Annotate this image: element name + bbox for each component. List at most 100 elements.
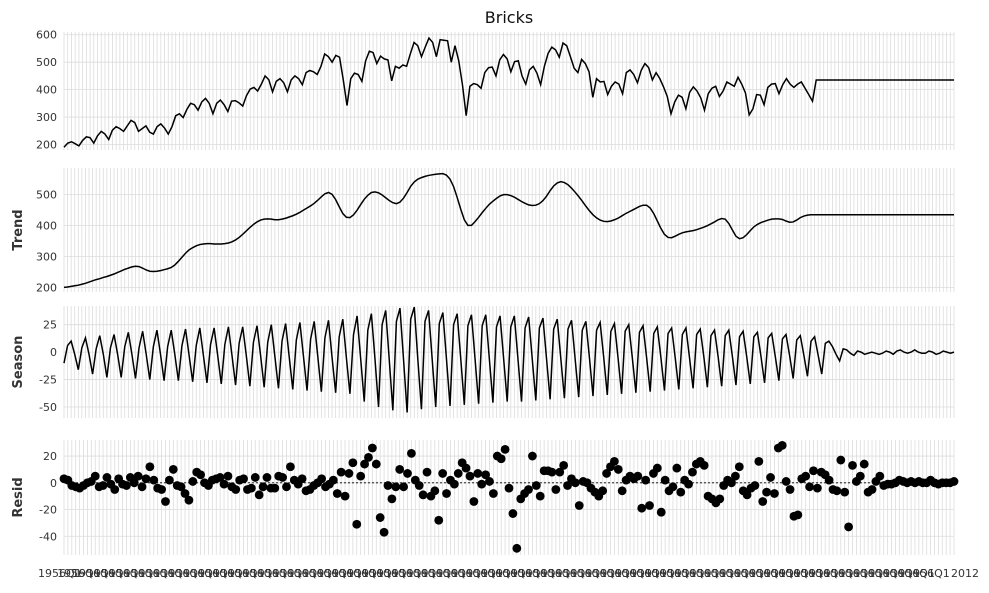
- x-tick-label: 1956Q1: [57, 567, 101, 580]
- data-point: [469, 497, 479, 506]
- data-point: [848, 461, 857, 470]
- data-point: [481, 470, 490, 480]
- data-point: [395, 465, 405, 474]
- data-point: [734, 462, 744, 472]
- data-point: [699, 461, 709, 470]
- data-point: [270, 483, 280, 493]
- x-tick-label: 1956Q1: [295, 567, 339, 580]
- y-tick-label: 25: [43, 319, 57, 332]
- data-point: [805, 482, 814, 492]
- data-point: [297, 474, 307, 484]
- x-tick-label: 1956Q1: [266, 567, 310, 580]
- data-point: [168, 465, 178, 474]
- x-tick-label: 1956Q1: [742, 567, 786, 580]
- data-point: [278, 473, 287, 482]
- data-point: [547, 467, 557, 477]
- data-point: [668, 482, 678, 492]
- data-point: [407, 448, 416, 458]
- x-tick-label: 1956Q1: [802, 567, 846, 580]
- data-point: [528, 451, 537, 461]
- data-point: [770, 489, 779, 498]
- data-point: [387, 494, 397, 504]
- data-point: [762, 487, 772, 497]
- x-tick-label: 1956Q1: [310, 567, 354, 580]
- series-line: [63, 172, 954, 289]
- x-tick-label: 1956Q1: [653, 567, 697, 580]
- data-point: [750, 481, 760, 490]
- data-point: [110, 485, 120, 494]
- y-tick-label: 400: [36, 84, 57, 97]
- x-tick-label: 1956Q1: [578, 567, 622, 580]
- data-point: [563, 481, 572, 490]
- data-point: [122, 481, 131, 490]
- data-point: [414, 481, 424, 490]
- x-axis: 1956Q11956Q11956Q11956Q11956Q11956Q11956…: [38, 567, 979, 580]
- x-tick-label: 1956Q1: [876, 567, 920, 580]
- data-point: [641, 475, 651, 485]
- data-point: [258, 482, 268, 492]
- data-point: [793, 510, 803, 520]
- data-point: [645, 501, 654, 510]
- x-tick-label: 1956Q1: [861, 567, 905, 580]
- data-point: [809, 466, 818, 476]
- data-point: [184, 495, 194, 505]
- data-point: [364, 452, 373, 462]
- panel-1: 200 300 400 500 600 Bricks: [36, 8, 955, 152]
- x-tick-label: 1956Q1: [891, 567, 935, 580]
- series-line: [63, 306, 955, 413]
- data-point: [477, 479, 487, 489]
- x-tick-label: 1956Q1: [340, 567, 384, 580]
- x-tick-label: 1956Q1: [236, 567, 280, 580]
- x-tick-label: 1956Q1: [132, 567, 176, 580]
- data-point: [633, 471, 643, 481]
- x-tick-label: 1956Q1: [712, 567, 756, 580]
- data-point: [652, 463, 662, 473]
- data-point: [442, 489, 451, 498]
- x-tick-label: 1956Q1: [549, 567, 593, 580]
- data-point: [844, 522, 854, 532]
- x-tick-label: 1956Q1: [489, 567, 533, 580]
- data-point: [371, 459, 381, 469]
- data-point: [559, 461, 569, 470]
- data-point: [656, 507, 666, 517]
- data-point: [617, 486, 627, 496]
- data-point: [551, 485, 561, 494]
- data-point: [188, 477, 198, 486]
- data-point: [367, 443, 377, 453]
- x-tick-label: 1956Q1: [325, 567, 369, 580]
- x-tick-label: 1956Q1: [72, 567, 116, 580]
- data-point: [777, 440, 787, 450]
- data-point: [598, 486, 608, 496]
- data-point: [508, 509, 518, 518]
- x-tick-label: 1956Q1: [87, 567, 131, 580]
- x-tick-label: 1956Q1: [787, 567, 831, 580]
- data-point: [231, 485, 241, 494]
- y-tick-label: 0: [50, 477, 57, 490]
- data-point: [867, 485, 877, 494]
- data-point: [727, 478, 736, 488]
- data-point: [161, 497, 170, 506]
- data-point: [340, 491, 350, 501]
- x-tick-label: 1956Q1: [683, 567, 727, 580]
- data-point: [430, 486, 440, 496]
- data-point: [434, 515, 444, 525]
- data-point: [98, 481, 108, 490]
- data-point: [449, 479, 459, 489]
- y-tick-label: -25: [39, 374, 57, 387]
- x-tick-label: 1956Q1: [444, 567, 488, 580]
- panel-2: 200 300 400 500 Trend: [11, 168, 955, 294]
- x-tick-label: 1956Q1: [206, 567, 250, 580]
- data-point: [141, 474, 151, 484]
- data-point: [840, 487, 850, 497]
- y-tick-label: -50: [39, 401, 57, 414]
- x-tick-label: 1956Q1: [117, 567, 161, 580]
- data-point: [672, 463, 682, 473]
- y-tick-label: 300: [36, 250, 57, 263]
- x-tick-label-last: 2012: [951, 567, 979, 580]
- x-tick-label: 1956Q1: [593, 567, 637, 580]
- data-point: [403, 469, 412, 478]
- x-tick-label: 1956Q1: [564, 567, 608, 580]
- data-point: [223, 471, 233, 481]
- x-tick-label: 1956Q1: [415, 567, 459, 580]
